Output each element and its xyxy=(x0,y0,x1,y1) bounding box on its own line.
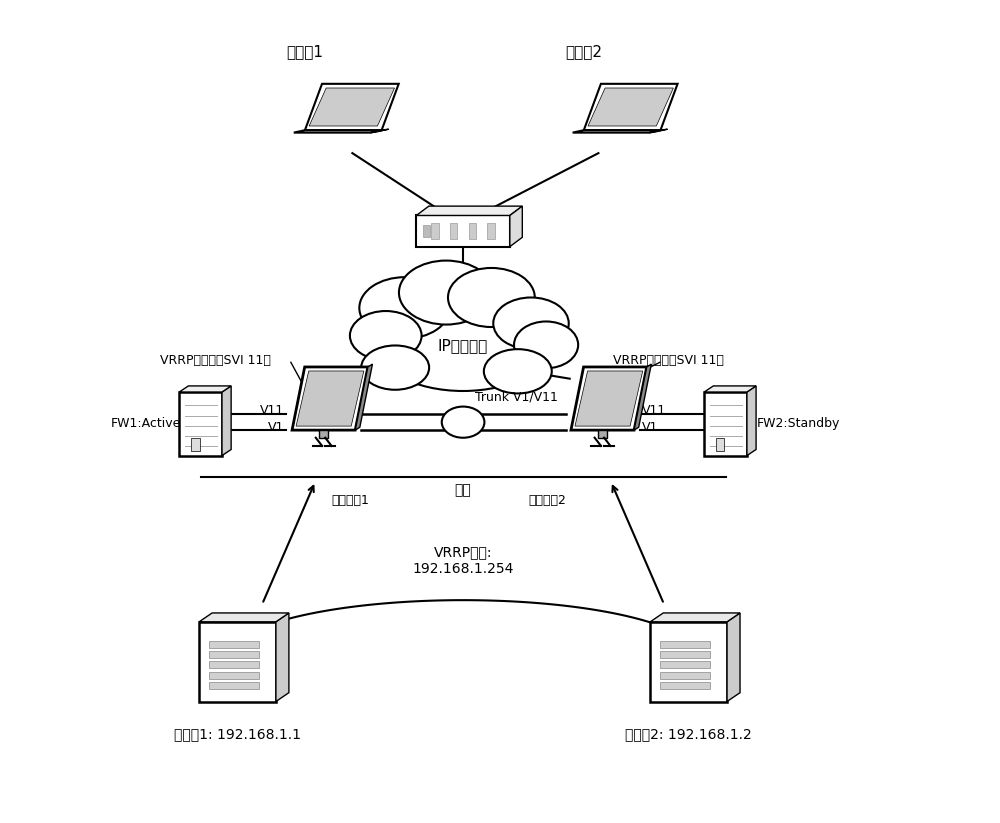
Polygon shape xyxy=(309,88,395,126)
Text: Trunk V1/V11: Trunk V1/V11 xyxy=(475,390,558,403)
Polygon shape xyxy=(575,371,643,426)
Polygon shape xyxy=(209,661,259,668)
Polygon shape xyxy=(209,682,259,689)
Ellipse shape xyxy=(361,346,429,390)
Polygon shape xyxy=(487,223,495,239)
Polygon shape xyxy=(649,129,667,133)
Polygon shape xyxy=(727,613,740,701)
Polygon shape xyxy=(584,84,678,130)
Polygon shape xyxy=(294,130,382,133)
Polygon shape xyxy=(660,672,710,679)
Polygon shape xyxy=(450,223,457,239)
Polygon shape xyxy=(179,386,231,392)
Polygon shape xyxy=(634,364,651,430)
Polygon shape xyxy=(416,216,510,247)
Polygon shape xyxy=(747,386,756,456)
Polygon shape xyxy=(179,392,222,456)
Polygon shape xyxy=(650,622,727,701)
Polygon shape xyxy=(650,613,740,622)
Polygon shape xyxy=(209,640,259,648)
Text: V11: V11 xyxy=(642,404,666,417)
Polygon shape xyxy=(431,223,439,239)
Polygon shape xyxy=(370,129,389,133)
Text: VRRP主网关（SVI 11）: VRRP主网关（SVI 11） xyxy=(160,354,270,367)
Text: V11: V11 xyxy=(260,404,284,417)
Polygon shape xyxy=(276,613,289,701)
Polygon shape xyxy=(222,386,231,456)
Text: V1: V1 xyxy=(268,421,284,435)
Polygon shape xyxy=(704,392,747,456)
Text: 客户端1: 客户端1 xyxy=(287,44,324,58)
Ellipse shape xyxy=(359,277,450,339)
Ellipse shape xyxy=(373,292,553,391)
Polygon shape xyxy=(660,661,710,668)
Text: 网络设备2: 网络设备2 xyxy=(529,494,567,506)
Polygon shape xyxy=(199,613,289,622)
Text: 网络设备1: 网络设备1 xyxy=(332,494,370,506)
Polygon shape xyxy=(598,430,607,438)
Polygon shape xyxy=(660,640,710,648)
Text: V1: V1 xyxy=(642,421,658,435)
Ellipse shape xyxy=(493,297,569,349)
Text: 客户端2: 客户端2 xyxy=(566,44,603,58)
Text: VRRP备网关（SVI 11）: VRRP备网关（SVI 11） xyxy=(613,354,724,367)
Ellipse shape xyxy=(448,268,535,327)
Text: 服务器1: 192.168.1.1: 服务器1: 192.168.1.1 xyxy=(174,728,301,742)
Polygon shape xyxy=(704,386,756,392)
Text: 热备: 热备 xyxy=(455,484,471,498)
Polygon shape xyxy=(573,130,660,133)
Polygon shape xyxy=(510,206,522,247)
Polygon shape xyxy=(209,651,259,658)
Text: FW1:Active: FW1:Active xyxy=(110,417,181,430)
Ellipse shape xyxy=(484,349,552,393)
Polygon shape xyxy=(571,367,647,430)
Text: FW2:Standby: FW2:Standby xyxy=(757,417,840,430)
Polygon shape xyxy=(292,367,368,430)
Polygon shape xyxy=(423,225,430,237)
Polygon shape xyxy=(660,651,710,658)
Ellipse shape xyxy=(442,407,484,438)
Text: IP核心网络: IP核心网络 xyxy=(438,338,488,353)
Polygon shape xyxy=(588,88,673,126)
Polygon shape xyxy=(319,430,328,438)
Ellipse shape xyxy=(399,261,493,324)
Text: 服务器2: 192.168.1.2: 服务器2: 192.168.1.2 xyxy=(625,728,752,742)
Polygon shape xyxy=(469,223,476,239)
Polygon shape xyxy=(191,438,200,450)
Polygon shape xyxy=(355,364,372,430)
Polygon shape xyxy=(716,438,724,450)
Ellipse shape xyxy=(514,322,578,368)
Polygon shape xyxy=(199,622,276,701)
Polygon shape xyxy=(305,84,399,130)
Polygon shape xyxy=(209,672,259,679)
Polygon shape xyxy=(296,371,364,426)
Polygon shape xyxy=(416,206,522,216)
Text: VRRP网关:
192.168.1.254: VRRP网关: 192.168.1.254 xyxy=(412,546,514,575)
Ellipse shape xyxy=(350,311,422,360)
Polygon shape xyxy=(660,682,710,689)
